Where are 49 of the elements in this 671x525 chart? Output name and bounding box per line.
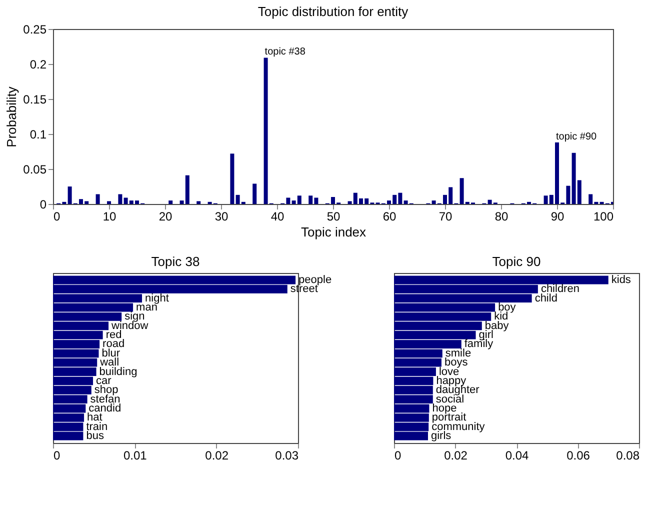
category-label: red <box>106 329 122 342</box>
y-tick-label: 0.2 <box>30 58 47 72</box>
bar <box>168 200 173 204</box>
x-tick-label: 30 <box>214 210 228 224</box>
annotation: topic #38 <box>264 46 306 58</box>
chart-title: Topic 90 <box>492 254 541 269</box>
x-tick-label: 0 <box>54 210 60 224</box>
y-tick-label: 0.05 <box>23 162 47 176</box>
x-tick-label: 0.08 <box>616 448 640 462</box>
x-tick-label: 70 <box>438 210 452 224</box>
category-label: shop <box>94 384 118 396</box>
category-label: child <box>534 292 558 304</box>
x-tick-label: 0.04 <box>505 448 529 462</box>
x-tick-label: 0.02 <box>444 448 468 462</box>
category-label: girls <box>430 430 452 442</box>
chart-title: Topic 38 <box>151 254 200 269</box>
category-label: kids <box>611 274 631 286</box>
x-tick-label: 0.06 <box>566 448 590 462</box>
bar <box>196 201 201 204</box>
category-label: night <box>145 292 169 304</box>
x-tick-label: 10 <box>102 210 116 224</box>
x-tick-label: 0.01 <box>123 448 148 462</box>
chart-title: Topic distribution for entity <box>258 4 409 19</box>
y-tick-label: 0.25 <box>23 22 47 36</box>
x-tick-label: 80 <box>494 210 508 224</box>
y-tick-label: 0.1 <box>30 128 47 142</box>
bar <box>230 154 234 204</box>
category-label: bus <box>86 430 104 442</box>
x-tick-label: 40 <box>270 210 284 224</box>
y-tick-label: 0.15 <box>23 92 47 106</box>
x-tick-label: 90 <box>550 210 564 224</box>
x-tick-label: 0 <box>394 448 402 462</box>
x-tick-label: 100 <box>593 210 614 224</box>
x-tick-label: 50 <box>326 210 340 224</box>
bar <box>96 194 100 204</box>
x-axis-title: Topic index <box>300 224 367 240</box>
x-tick-label: 0.03 <box>275 448 299 462</box>
x-tick-label: 0.02 <box>205 448 229 462</box>
y-tick-label: 0 <box>40 198 47 212</box>
category-label: candid <box>88 402 122 414</box>
x-tick-label: 0 <box>54 448 60 462</box>
y-axis-title: Probability <box>4 86 20 148</box>
bar <box>252 184 257 204</box>
bar <box>118 194 122 204</box>
bar <box>107 201 111 204</box>
x-tick-label: 60 <box>382 210 396 224</box>
x-tick-label: 20 <box>158 210 172 224</box>
category-label: people <box>298 274 332 286</box>
annotation: topic #90 <box>556 131 598 142</box>
